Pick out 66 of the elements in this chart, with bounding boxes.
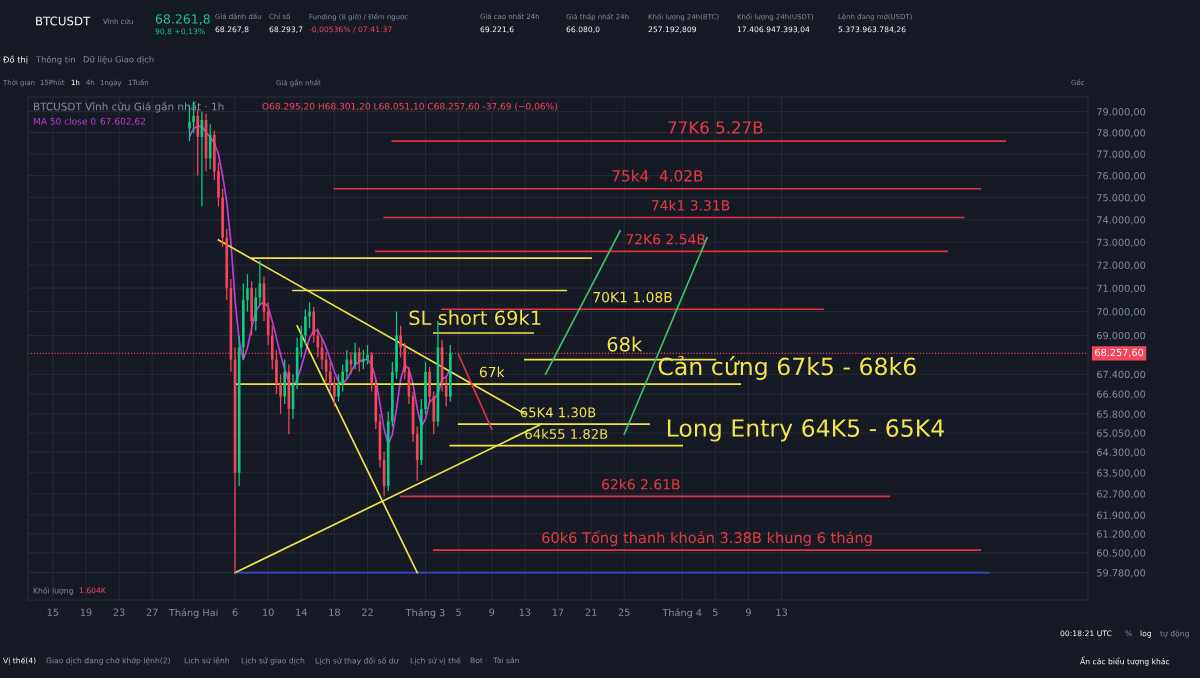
y-tick-label: 64.300,00 <box>1097 448 1146 457</box>
y-tick-label: 60.500,00 <box>1097 549 1146 558</box>
x-tick-label: Tháng 4 <box>662 608 702 619</box>
annotation: 77K6 5.27B <box>668 121 763 134</box>
annotation: 70K1 1.08B <box>593 291 672 303</box>
y-tick-label: 70.000,00 <box>1097 308 1146 317</box>
annotation: 68k <box>607 336 643 352</box>
annotation: 60k6 Tổng thanh khoản 3.38B khung 6 tháng <box>542 530 872 546</box>
y-tick-label: 65.800,00 <box>1097 410 1146 419</box>
y-tick-label: 62.700,00 <box>1097 490 1146 499</box>
y-tick-label: 72.000,00 <box>1097 261 1146 270</box>
x-tick-label: 5 <box>713 608 718 616</box>
x-tick-label: 19 <box>80 608 92 616</box>
x-tick-label: 6 <box>232 608 238 616</box>
y-tick-label: 74.000,00 <box>1097 216 1146 225</box>
annotation: 74k1 3.31B <box>651 199 730 211</box>
y-tick-label: 66.600,00 <box>1097 390 1146 399</box>
x-tick-label: 13 <box>519 608 531 616</box>
y-tick-label: 61.900,00 <box>1097 511 1146 520</box>
y-tick-label: 79.000,00 <box>1097 108 1146 117</box>
y-tick-label: 59.780,00 <box>1097 569 1146 578</box>
x-tick-label: Tháng 3 <box>405 608 445 619</box>
ref-line-label: 68.257,60 <box>1095 348 1144 358</box>
text: Đồ thị <box>3 55 28 65</box>
x-tick-label: 9 <box>745 608 751 616</box>
x-tick-label: 23 <box>113 608 125 616</box>
annotation: Cản cứng 67k5 - 68k6 <box>658 355 916 380</box>
y-tick-label: 61.200,00 <box>1097 530 1146 539</box>
x-tick-label: 22 <box>362 608 373 616</box>
x-tick-label: Tháng Hai <box>168 608 218 619</box>
annotation: 65K4 1.30B <box>520 407 596 418</box>
annotation: 67.602,62 <box>100 117 146 126</box>
x-tick-label: 27 <box>146 608 158 616</box>
x-tick-label: 15 <box>47 608 59 616</box>
y-tick-label: 73.000,00 <box>1097 238 1146 248</box>
annotation: 72K6 2.54B <box>626 233 705 245</box>
annotation: 64k55 1.82B <box>525 428 608 439</box>
annotation: 62k6 2.61B <box>602 478 680 490</box>
x-tick-label: 17 <box>552 608 564 616</box>
y-tick-label: 78.000,00 <box>1097 129 1146 138</box>
text: 68.261,8 <box>155 14 210 25</box>
text: Dữ liệu Giao dịch <box>83 55 154 64</box>
x-tick-label: 10 <box>263 608 274 616</box>
y-tick-label: 67.400,00 <box>1097 370 1146 380</box>
annotation: 75k4 4.02B <box>612 169 703 182</box>
annotation: 67k <box>479 366 505 378</box>
text: Thông tin <box>35 55 75 65</box>
x-tick-label: 18 <box>329 608 340 616</box>
annotation: SL short 69k1 <box>409 310 541 326</box>
text: BTCUSDT <box>36 16 91 26</box>
annotation: Long Entry 64K5 - 65K4 <box>667 419 944 442</box>
y-tick-label: 75.000,00 <box>1097 194 1146 203</box>
x-tick-label: 14 <box>296 608 307 616</box>
y-tick-label: 71.000,00 <box>1097 284 1146 293</box>
x-tick-label: 21 <box>585 608 597 616</box>
x-tick-label: 9 <box>489 608 495 616</box>
y-tick-label: 69.000,00 <box>1097 331 1146 341</box>
y-tick-label: 63.500,00 <box>1097 469 1146 478</box>
y-tick-label: 76.000,00 <box>1097 172 1146 181</box>
y-tick-label: 77.000,00 <box>1097 150 1146 159</box>
text: MA 50 close 0 <box>33 117 96 125</box>
text: O68.295,20 H68.301,20 L68.051,10 C68.257,60 -37,69 (−0,06%) <box>262 102 557 111</box>
x-tick-label: 25 <box>618 608 630 616</box>
x-tick-label: 13 <box>776 608 787 616</box>
y-tick-label: 65.050,00 <box>1097 429 1146 438</box>
x-tick-label: 5 <box>456 608 461 616</box>
